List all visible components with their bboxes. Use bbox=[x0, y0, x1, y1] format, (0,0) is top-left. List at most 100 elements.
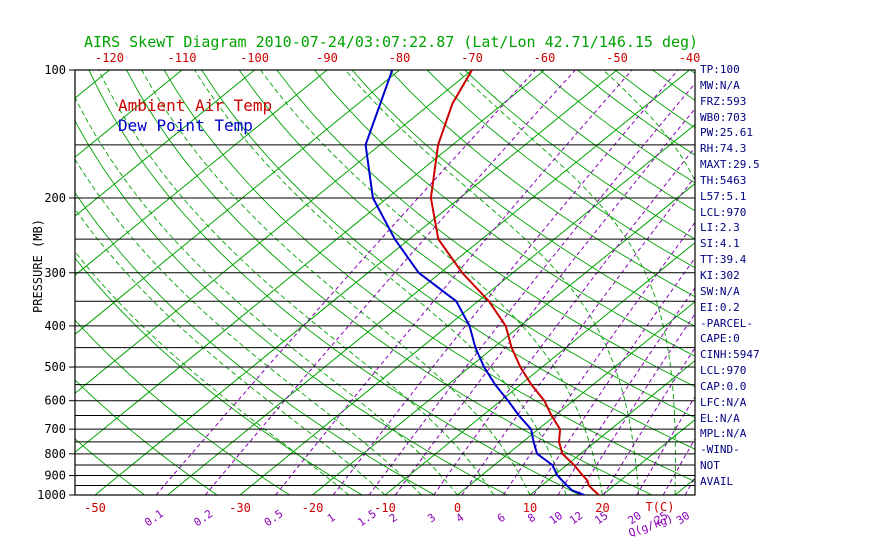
panel-line: TT:39.4 bbox=[700, 253, 747, 267]
panel-line: WB0:703 bbox=[700, 110, 747, 124]
pressure-tick-label: 300 bbox=[44, 266, 66, 280]
legend-dew-point: Dew Point Temp bbox=[118, 116, 253, 135]
legend-ambient-temp: Ambient Air Temp bbox=[118, 96, 273, 115]
pressure-tick-label: 800 bbox=[44, 447, 66, 461]
panel-line: CAPE:0 bbox=[700, 332, 740, 346]
stats-panel: TP:100 MW:N/A FRZ:593 WB0:703 PW:25.61 RH:74.… bbox=[700, 62, 868, 490]
panel-line: FRZ:593 bbox=[700, 94, 747, 108]
dry-adiabat-line bbox=[276, 70, 695, 388]
panel-line: CINH:5947 bbox=[700, 348, 760, 362]
panel-line: CAP:0.0 bbox=[700, 379, 747, 393]
mixing-ratio-label: 0.1 bbox=[142, 507, 166, 529]
top-temp-tick-label: -80 bbox=[389, 51, 411, 65]
pressure-axis-label: PRESSURE (MB) bbox=[31, 219, 45, 313]
isotherm-line bbox=[75, 70, 400, 335]
isotherm-line bbox=[602, 419, 695, 495]
isotherm-line bbox=[239, 123, 695, 495]
top-temp-tick-label: -120 bbox=[95, 51, 124, 65]
pressure-tick-label: 200 bbox=[44, 191, 66, 205]
dry-adiabat-line bbox=[201, 70, 695, 450]
top-temp-tick-label: -40 bbox=[679, 51, 701, 65]
isotherm-line bbox=[75, 70, 328, 276]
dry-adiabat-line bbox=[426, 70, 695, 269]
panel-line: EI:0.2 bbox=[700, 300, 740, 314]
mixing-ratio-label: 4 bbox=[454, 511, 467, 526]
bottom-temp-tick-label: -30 bbox=[229, 501, 251, 515]
pressure-tick-label: 100 bbox=[44, 63, 66, 77]
mixing-ratio-label: 3 bbox=[425, 511, 438, 525]
isotherm-line bbox=[75, 70, 183, 158]
moist-adiabat-line bbox=[75, 96, 458, 495]
moist-adiabat-line bbox=[75, 250, 350, 495]
panel-line: AVAIL bbox=[700, 474, 734, 488]
panel-line: TP:100 bbox=[700, 63, 740, 76]
isotherm-line bbox=[75, 70, 255, 217]
isotherm-line bbox=[384, 241, 695, 495]
panel-line: SI:4.1 bbox=[700, 237, 740, 251]
dry-adiabat-line bbox=[314, 70, 695, 357]
panel-line: SW:N/A bbox=[700, 284, 740, 298]
pressure-tick-label: 700 bbox=[44, 422, 66, 436]
isotherm-line bbox=[167, 70, 690, 495]
top-temp-tick-label: -60 bbox=[534, 51, 556, 65]
panel-line: TH:5463 bbox=[700, 173, 747, 187]
bottom-temp-tick-label: 20 bbox=[595, 501, 609, 515]
panel-line: -PARCEL- bbox=[700, 316, 753, 330]
panel-line: EL:N/A bbox=[700, 411, 740, 425]
mixing-ratio-label: 6 bbox=[495, 511, 508, 525]
top-temp-tick-label: -110 bbox=[168, 51, 197, 65]
bottom-temp-tick-label: 10 bbox=[523, 501, 537, 515]
mixing-ratio-label: 30 bbox=[674, 509, 692, 527]
dewpoint-curve bbox=[364, 70, 585, 495]
panel-line: MPL:N/A bbox=[700, 427, 747, 441]
bottom-temp-tick-label: -10 bbox=[374, 501, 396, 515]
dry-adiabat-line bbox=[75, 319, 291, 495]
mixing-ratio-label: 0.2 bbox=[191, 507, 215, 529]
bottom-temp-tick-label: -50 bbox=[84, 501, 106, 515]
panel-line: MW:N/A bbox=[700, 78, 740, 92]
dry-adiabat-line bbox=[389, 70, 695, 298]
isotherm-line bbox=[529, 360, 695, 495]
mixing-ratio-label: 2 bbox=[387, 511, 400, 525]
moist-adiabat-line bbox=[75, 158, 422, 495]
panel-line: LFC:N/A bbox=[700, 395, 747, 409]
dry-adiabat-line bbox=[75, 119, 509, 495]
mixing-ratio-label: 1 bbox=[325, 511, 338, 525]
temp-curve bbox=[429, 70, 600, 495]
panel-line: LI:2.3 bbox=[700, 221, 740, 235]
panel-line: PW:25.61 bbox=[700, 126, 753, 140]
bottom-temp-tick-label: 0 bbox=[454, 501, 461, 515]
pressure-tick-label: 500 bbox=[44, 360, 66, 374]
isotherm-line bbox=[75, 70, 473, 394]
mixing-ratio-label: 20 bbox=[626, 509, 644, 527]
mixing-ratio-label: 25 bbox=[652, 509, 670, 527]
mixing-ratio-label: 12 bbox=[567, 509, 585, 527]
dry-adiabat-line bbox=[238, 70, 695, 419]
moist-adiabat-line bbox=[75, 208, 386, 495]
moist-adiabat-line bbox=[344, 70, 640, 495]
pressure-tick-label: 1000 bbox=[37, 488, 66, 502]
isotherm-line bbox=[75, 70, 545, 453]
temp-unit-label: T(C) bbox=[646, 500, 675, 514]
panel-line: MAXT:29.5 bbox=[700, 158, 760, 172]
panel-line: NOT bbox=[700, 459, 720, 473]
top-temp-tick-label: -100 bbox=[240, 51, 269, 65]
dry-adiabat-line bbox=[351, 70, 695, 327]
pressure-tick-label: 900 bbox=[44, 469, 66, 483]
plot-frame bbox=[74, 69, 696, 496]
bottom-temp-tick-label: -20 bbox=[302, 501, 324, 515]
mixing-ratio-label: 0.5 bbox=[262, 507, 286, 529]
panel-line: LCL:970 bbox=[700, 364, 747, 378]
moist-adiabat-line bbox=[194, 70, 567, 495]
moist-adiabat-line bbox=[98, 70, 495, 495]
mixing-ratio-line bbox=[394, 108, 695, 495]
panel-line: KI:302 bbox=[700, 268, 740, 282]
top-temp-tick-label: -70 bbox=[461, 51, 483, 65]
isotherm-line bbox=[312, 182, 695, 495]
mixing-ratio-label: 15 bbox=[592, 509, 610, 527]
pressure-tick-label: 400 bbox=[44, 319, 66, 333]
top-temp-tick-label: -50 bbox=[606, 51, 628, 65]
dry-adiabat-line bbox=[75, 438, 146, 495]
